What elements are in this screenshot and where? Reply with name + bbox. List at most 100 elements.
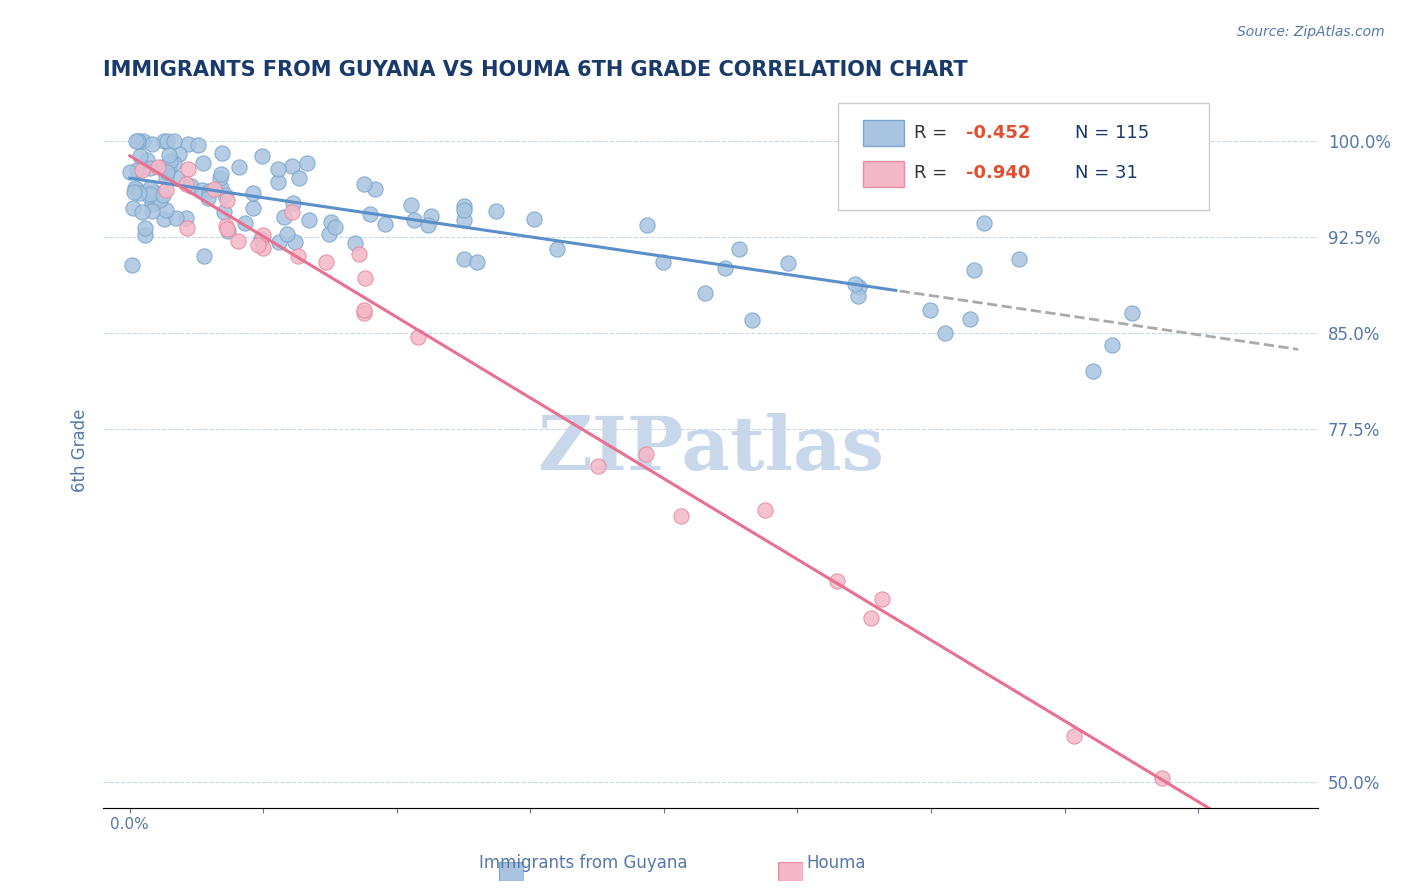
Point [963,263,986,277]
Point [198,184,221,198]
Point [465,255,488,269]
Point [247,238,270,252]
Text: N = 115: N = 115 [1076,124,1150,142]
Point [139,161,162,175]
Point [741,313,763,327]
Point [127,134,149,148]
Point [159,153,181,168]
Point [416,219,439,233]
Point [323,220,346,235]
Point [155,183,177,197]
Point [406,330,429,344]
Point [321,215,343,229]
Point [959,312,981,326]
Point [1101,338,1123,352]
Point [176,221,198,235]
Point [288,171,311,186]
Point [135,185,157,199]
Point [1008,252,1031,267]
Point [844,277,866,291]
Point [135,153,157,168]
Point [249,231,271,245]
Point [226,234,249,248]
Point [1150,772,1173,786]
Point [214,187,236,202]
Point [586,458,609,473]
Point [250,149,273,163]
Point [267,176,290,190]
Text: IMMIGRANTS FROM GUYANA VS HOUMA 6TH GRADE CORRELATION CHART: IMMIGRANTS FROM GUYANA VS HOUMA 6TH GRAD… [103,60,967,79]
Point [315,255,337,269]
Point [131,205,153,219]
Point [166,171,188,186]
Text: R =: R = [914,164,953,182]
Point [150,161,173,175]
Point [273,210,295,224]
Point [122,201,145,215]
Point [269,235,291,249]
Point [453,199,475,213]
Point [134,221,156,235]
Point [281,159,304,173]
Point [125,181,148,195]
Point [228,160,250,174]
Point [344,236,367,251]
Point [214,219,236,234]
Point [1081,364,1104,378]
Point [156,134,179,148]
Point [354,271,377,285]
Point [134,228,156,243]
Point [139,187,162,202]
Point [242,186,264,200]
Point [276,227,298,242]
Point [155,202,177,217]
Point [153,212,176,227]
Point [523,211,546,226]
Point [485,203,508,218]
Point [252,227,274,242]
Point [918,303,941,318]
Point [153,134,176,148]
Point [142,186,165,200]
Point [121,258,143,272]
Point [208,170,231,185]
Point [152,188,174,202]
Point [141,136,163,151]
Point [138,189,160,203]
Text: Immigrants from Guyana: Immigrants from Guyana [479,855,688,872]
FancyBboxPatch shape [838,103,1209,211]
Point [420,209,443,223]
Point [280,205,302,219]
Point [209,167,232,181]
Text: -0.940: -0.940 [966,164,1031,182]
Point [149,193,172,207]
Point [209,181,232,195]
Point [546,242,568,256]
Point [157,161,180,175]
Point [177,161,200,176]
Point [934,326,956,340]
Point [139,181,162,195]
Point [374,217,396,231]
Point [364,182,387,196]
Point [176,211,198,226]
Point [754,503,776,517]
Point [453,212,475,227]
Point [163,134,186,148]
Point [177,136,200,151]
Point [872,591,894,606]
Point [180,178,202,193]
Point [127,134,149,148]
Point [211,145,233,160]
Point [827,574,849,588]
Text: N = 31: N = 31 [1076,164,1137,182]
Point [353,177,375,191]
Text: Houma: Houma [807,855,866,872]
Point [295,156,318,170]
Point [215,221,238,235]
Point [165,211,187,226]
FancyBboxPatch shape [863,161,904,186]
Point [776,256,799,270]
Point [347,246,370,260]
Point [266,161,288,176]
